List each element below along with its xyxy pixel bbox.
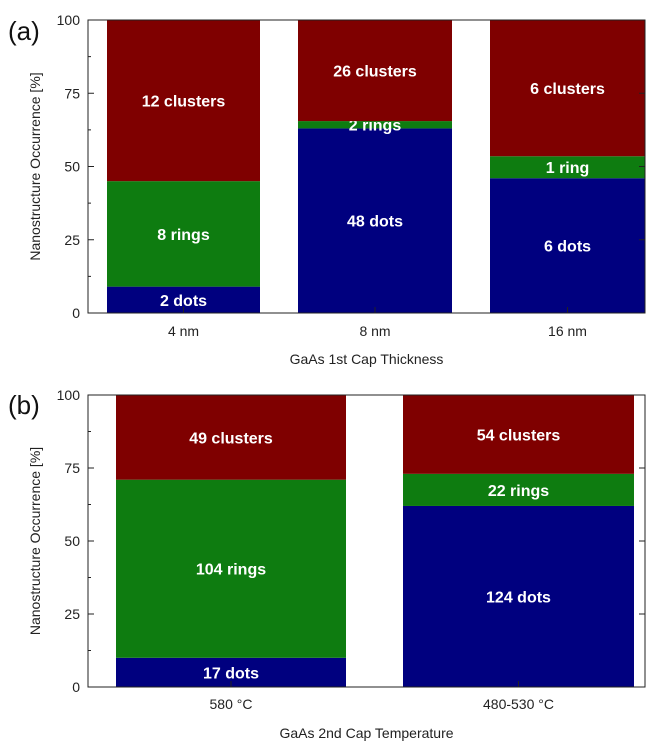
y-tick-label-75: 75	[64, 460, 80, 476]
data-label-clusters-4-nm: 12 clusters	[142, 94, 226, 111]
bar-clusters-16-nm	[490, 20, 645, 157]
data-label-rings-8-nm: 2 rings	[349, 118, 402, 135]
data-label-clusters-580-c: 49 clusters	[189, 430, 273, 447]
y-tick-label-50: 50	[64, 533, 80, 549]
x-tick-label-580-c: 580 °C	[210, 696, 253, 712]
y-tick-label-50: 50	[64, 159, 80, 175]
panel-label: (b)	[8, 390, 40, 420]
data-label-rings-4-nm: 8 rings	[157, 227, 210, 244]
x-tick-label-16-nm: 16 nm	[548, 323, 587, 339]
data-label-clusters-480-530-c: 54 clusters	[477, 427, 561, 444]
data-label-rings-16-nm: 1 ring	[546, 160, 590, 177]
data-label-rings-480-530-c: 22 rings	[488, 483, 549, 500]
data-label-dots-580-c: 17 dots	[203, 665, 259, 682]
panel-b-chart: 17 dots 104 rings 49 clusters 124 dots 22 ri…	[8, 387, 646, 741]
x-tick-label-8-nm: 8 nm	[359, 323, 390, 339]
data-label-clusters-16-nm: 6 clusters	[530, 81, 605, 98]
x-tick-label-480-530-c: 480-530 °C	[483, 696, 554, 712]
bar-clusters-8-nm	[298, 20, 452, 122]
data-label-clusters-8-nm: 26 clusters	[333, 64, 417, 81]
y-tick-label-100: 100	[57, 387, 81, 403]
bar-clusters-480-530-c	[403, 395, 634, 474]
data-label-dots-8-nm: 48 dots	[347, 214, 403, 231]
y-tick-label-75: 75	[64, 85, 80, 101]
bar-clusters-4-nm	[107, 20, 260, 182]
y-tick-label-0: 0	[72, 679, 80, 695]
bar-dots-8-nm	[298, 128, 452, 313]
y-tick-label-25: 25	[64, 606, 80, 622]
x-tick-label-4-nm: 4 nm	[168, 323, 199, 339]
bar-rings-16-nm	[490, 156, 645, 179]
panel-label: (a)	[8, 16, 40, 46]
y-tick-label-100: 100	[57, 12, 81, 28]
bar-clusters-580-c	[116, 395, 346, 480]
y-axis-title: Nanostructure Occurrence [%]	[27, 447, 43, 635]
data-label-dots-4-nm: 2 dots	[160, 293, 207, 310]
y-tick-label-25: 25	[64, 232, 80, 248]
bar-dots-480-530-c	[403, 505, 634, 687]
bar-rings-8-nm	[298, 121, 452, 129]
data-label-dots-16-nm: 6 dots	[544, 239, 591, 256]
x-axis-title: GaAs 1st Cap Thickness	[290, 351, 444, 367]
x-axis-title: GaAs 2nd Cap Temperature	[279, 725, 453, 741]
panel-a-chart: 2 dots 8 rings 12 clusters 48 dots 2 rings 26…	[8, 12, 646, 367]
bar-rings-4-nm	[107, 181, 260, 287]
bar-rings-580-c	[116, 479, 346, 658]
y-axis-title: Nanostructure Occurrence [%]	[27, 72, 43, 260]
y-tick-label-0: 0	[72, 305, 80, 321]
data-label-dots-480-530-c: 124 dots	[486, 589, 551, 606]
bar-rings-480-530-c	[403, 473, 634, 506]
bar-dots-16-nm	[490, 178, 645, 313]
data-label-rings-580-c: 104 rings	[196, 562, 266, 579]
